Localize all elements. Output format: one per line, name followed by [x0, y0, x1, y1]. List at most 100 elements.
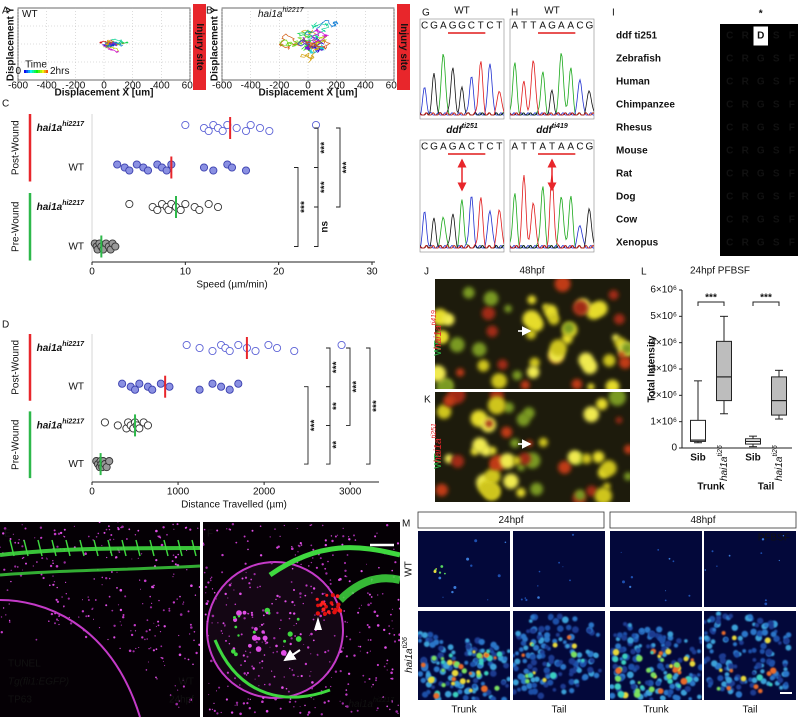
image-spot	[627, 637, 634, 644]
image-spot	[537, 585, 539, 587]
image-spot	[723, 637, 729, 642]
image-spot	[398, 639, 400, 642]
image-spot	[375, 679, 377, 682]
image-spot	[603, 354, 616, 367]
image-spot	[490, 670, 497, 677]
image-spot	[243, 672, 246, 675]
image-spot	[630, 648, 636, 655]
image-spot	[69, 622, 73, 625]
image-spot	[241, 577, 244, 580]
image-spot	[283, 524, 285, 527]
residue: C	[726, 31, 733, 42]
image-spot	[482, 692, 487, 697]
image-spot	[531, 682, 538, 689]
image-spot	[25, 562, 27, 565]
significance-bracket	[697, 301, 725, 306]
image-spot	[171, 560, 174, 563]
image-spot	[636, 655, 643, 662]
image-spot	[725, 676, 733, 684]
image-spot	[751, 671, 756, 675]
image-spot	[324, 651, 327, 654]
image-spot	[0, 546, 1, 548]
base-letter: T	[496, 142, 502, 153]
image-spot	[428, 637, 434, 643]
image-spot	[319, 614, 323, 618]
image-spot	[178, 706, 180, 708]
data-point	[255, 123, 265, 133]
panel-letter: H	[511, 8, 518, 19]
image-spot	[237, 634, 240, 637]
base-letter: T	[549, 142, 555, 153]
image-spot	[353, 534, 355, 537]
image-spot	[261, 609, 265, 612]
image-spot	[704, 631, 708, 635]
image-spot	[500, 679, 507, 686]
image-spot	[479, 660, 484, 666]
image-spot	[192, 663, 194, 666]
image-spot	[251, 616, 254, 618]
residue: C	[726, 54, 733, 65]
image-spot	[534, 676, 540, 683]
image-spot	[254, 678, 256, 680]
image-spot	[216, 712, 219, 715]
y-tick-label: 4×10⁶	[650, 337, 677, 348]
image-spot	[160, 543, 164, 547]
image-spot	[728, 554, 731, 557]
image-spot	[536, 653, 542, 660]
image-spot	[592, 300, 608, 317]
image-spot	[503, 473, 519, 489]
image-spot	[436, 661, 440, 665]
base-letter: T	[478, 21, 484, 32]
image-spot	[756, 630, 764, 637]
image-spot	[329, 661, 331, 663]
image-spot	[308, 634, 310, 636]
label-text: hai1a	[349, 699, 374, 710]
image-spot	[335, 594, 340, 598]
image-spot	[346, 621, 348, 624]
image-spot	[367, 639, 369, 641]
panel-name: WT	[22, 9, 38, 20]
image-spot	[531, 667, 538, 673]
image-f	[203, 522, 400, 717]
image-spot	[467, 651, 473, 656]
superscript: hi2217	[373, 697, 395, 704]
image-spot	[250, 611, 253, 614]
image-spot	[159, 537, 162, 539]
image-spot	[178, 645, 181, 648]
column-label: Trunk	[643, 705, 669, 716]
trajectory	[300, 46, 321, 63]
residue: R	[742, 77, 750, 88]
image-spot	[231, 523, 235, 526]
image-spot	[98, 522, 101, 524]
image-spot	[561, 689, 567, 695]
condition-label: Post-Wound	[11, 120, 22, 175]
image-spot	[344, 575, 347, 578]
image-spot	[512, 456, 521, 465]
image-spot	[184, 526, 187, 529]
image-spot	[176, 523, 179, 526]
trace	[510, 207, 594, 249]
image-spot	[291, 546, 293, 548]
image-spot	[581, 453, 592, 464]
injury-bar	[193, 4, 206, 90]
image-spot	[53, 532, 57, 536]
image-spot	[433, 692, 440, 699]
image-spot	[288, 700, 292, 704]
legend-swatch	[42, 70, 44, 73]
image-spot	[371, 686, 373, 688]
trajectory	[300, 29, 316, 44]
image-spot	[517, 463, 526, 472]
image-spot	[302, 602, 304, 605]
image-spot	[693, 676, 699, 683]
image-spot	[162, 660, 164, 662]
image-spot	[484, 653, 489, 658]
image-spot	[328, 612, 331, 615]
image-spot	[376, 624, 380, 627]
image-spot	[368, 626, 371, 629]
image-spot	[330, 535, 333, 537]
residue: C	[726, 77, 733, 88]
image-spot	[552, 688, 557, 692]
image-spot	[269, 646, 271, 648]
image-spot	[323, 619, 325, 621]
